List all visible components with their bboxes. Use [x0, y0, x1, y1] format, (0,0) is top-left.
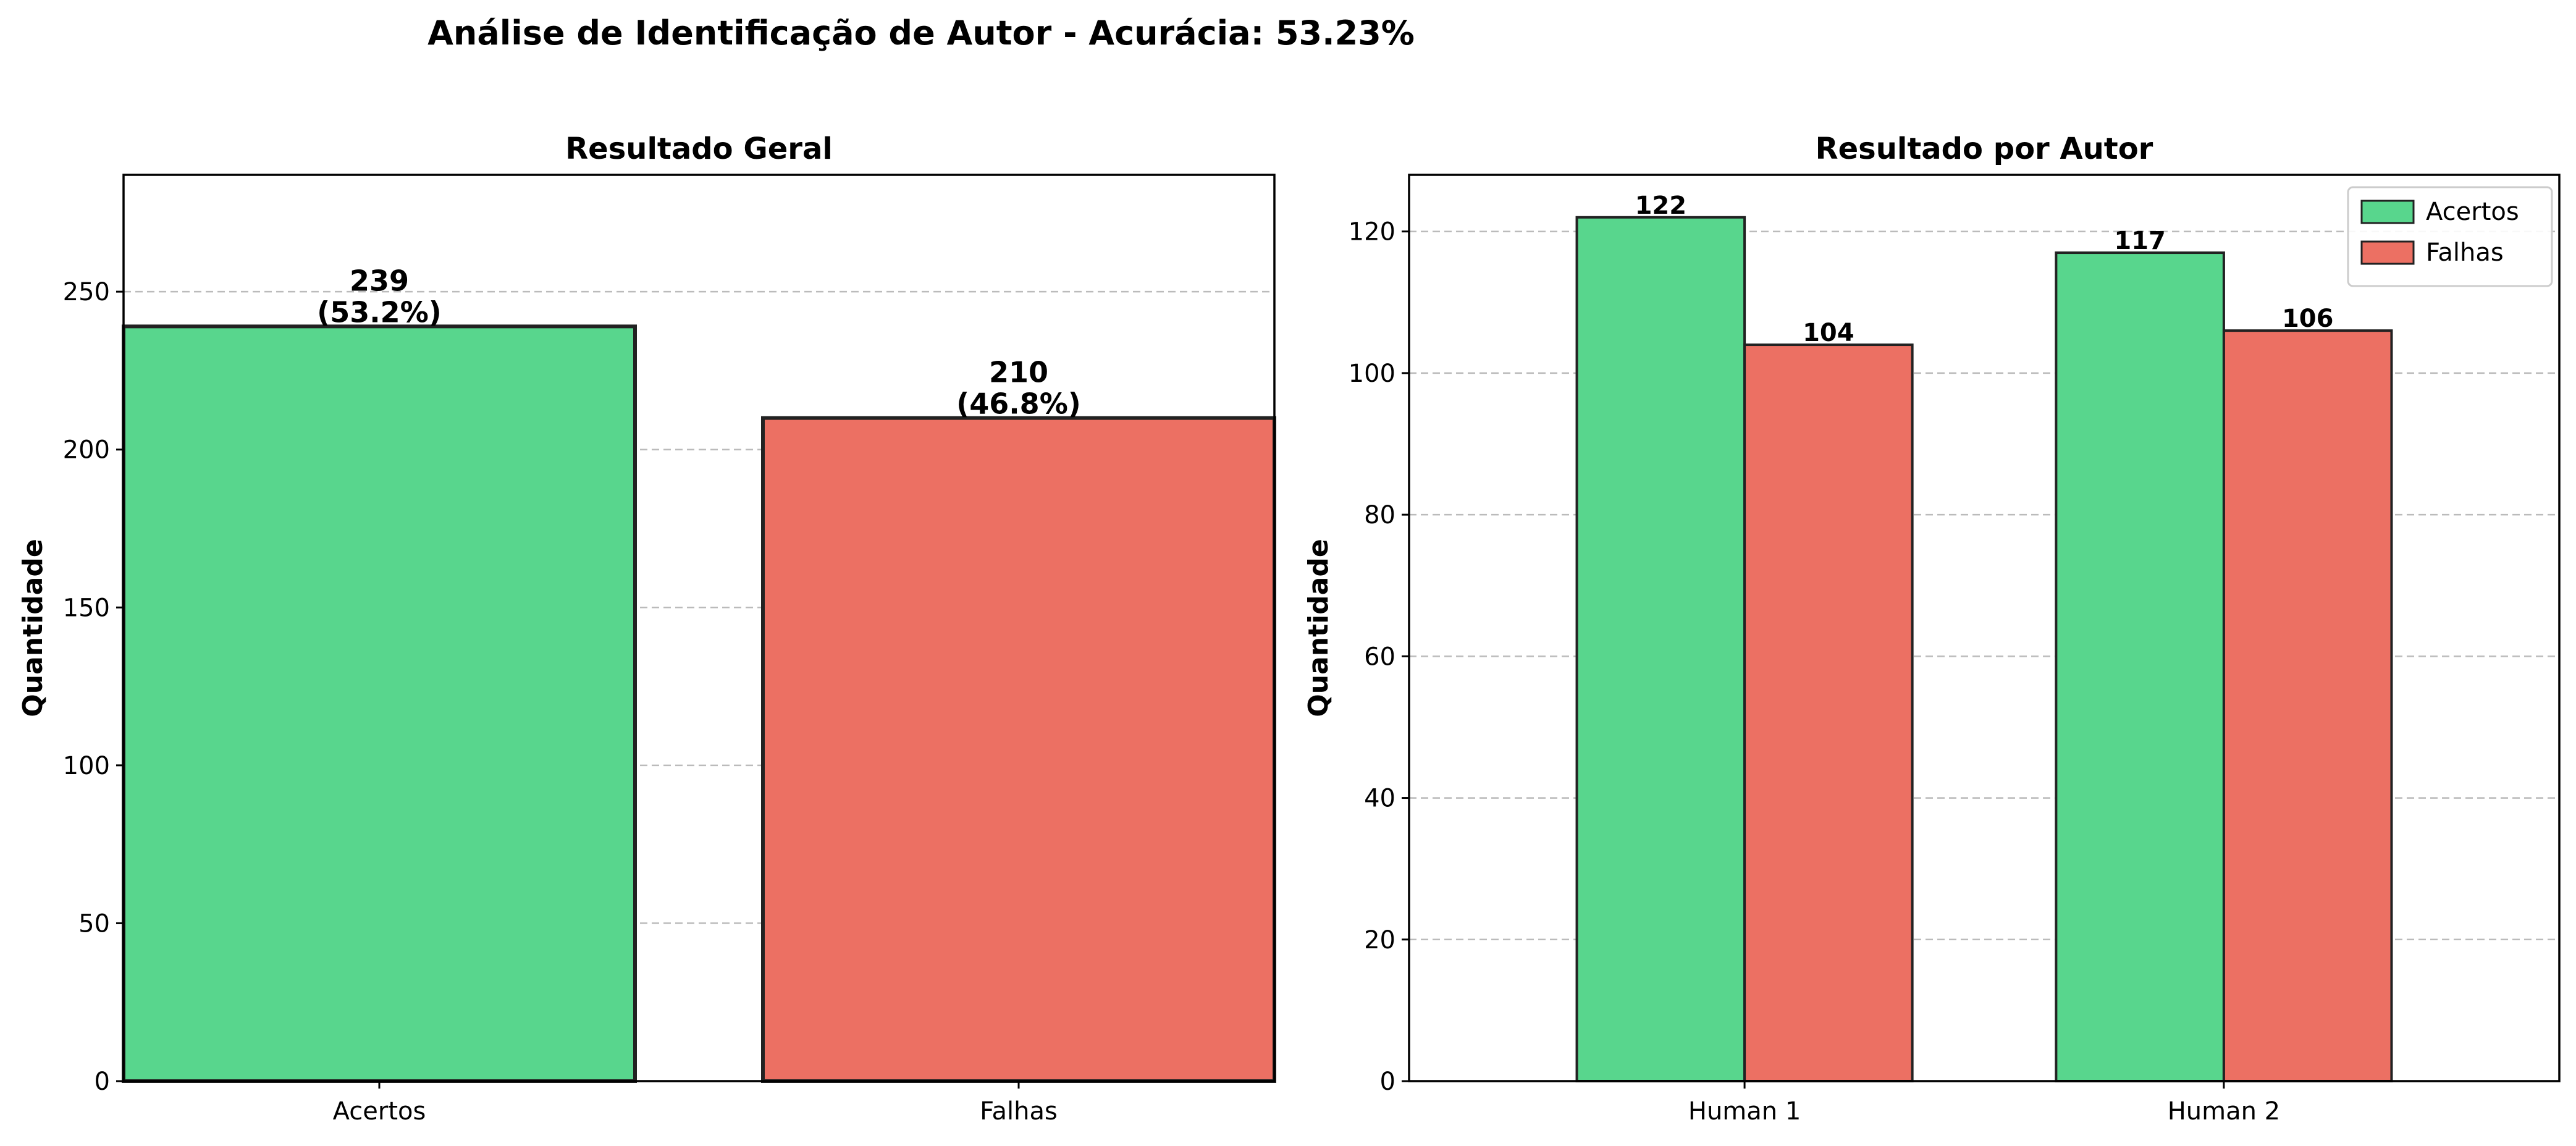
chart1-y-axis-label: Quantidade: [17, 539, 49, 717]
chart2-data-label: 122: [1635, 192, 1687, 220]
chart1-y-tick-label: 200: [63, 436, 110, 465]
chart2-y-axis-label: Quantidade: [1303, 539, 1334, 717]
chart1-y-tick-label: 150: [63, 594, 110, 622]
chart2-bar: [1743, 343, 1914, 1082]
chart2-y-tick-label: 100: [1349, 360, 1395, 388]
chart2-y-tick-label: 80: [1364, 501, 1395, 529]
chart2-data-label: 106: [2282, 305, 2334, 333]
chart1-y-tick-label: 100: [63, 752, 110, 780]
chart1-y-tick-label: 250: [63, 278, 110, 306]
chart2-bar: [2222, 329, 2393, 1082]
chart2-bar: [1575, 216, 1746, 1082]
chart1-frame: [122, 174, 1276, 1082]
chart2-y-tick-label: 60: [1364, 643, 1395, 671]
chart2-bar: [2055, 251, 2225, 1082]
chart2-y-tick-label: 0: [1380, 1068, 1395, 1096]
figure-title: Análise de Identificação de Autor - Acur…: [427, 14, 1415, 53]
chart2-legend-swatch: [2360, 200, 2415, 224]
chart1-x-tick-label: Falhas: [980, 1097, 1058, 1126]
chart1-y-tick-label: 0: [95, 1068, 110, 1096]
chart2-x-tick-label: Human 1: [1688, 1097, 1801, 1126]
chart2-data-label: 117: [2114, 227, 2166, 255]
chart1-data-label: 210 (46.8%): [956, 356, 1081, 421]
chart1-title: Resultado Geral: [565, 132, 833, 166]
chart1-data-label: 239 (53.2%): [317, 264, 442, 329]
chart2-legend-label: Acertos: [2426, 198, 2519, 226]
chart2-y-tick-label: 20: [1364, 926, 1395, 954]
chart2-frame: [1408, 174, 2561, 1082]
chart2-data-label: 104: [1803, 319, 1854, 347]
chart2-y-tick-label: 40: [1364, 785, 1395, 813]
chart2-legend-label: Falhas: [2426, 238, 2504, 267]
chart1-bar: [122, 324, 637, 1083]
chart1-x-tick-label: Acertos: [333, 1097, 426, 1126]
chart1-bar: [761, 416, 1276, 1084]
chart2-title: Resultado por Autor: [1816, 132, 2153, 166]
chart1-y-tick-label: 50: [78, 909, 110, 938]
chart2-legend-swatch: [2360, 240, 2415, 265]
chart2-x-tick-label: Human 2: [2168, 1097, 2280, 1126]
chart2-y-tick-label: 120: [1349, 218, 1395, 246]
